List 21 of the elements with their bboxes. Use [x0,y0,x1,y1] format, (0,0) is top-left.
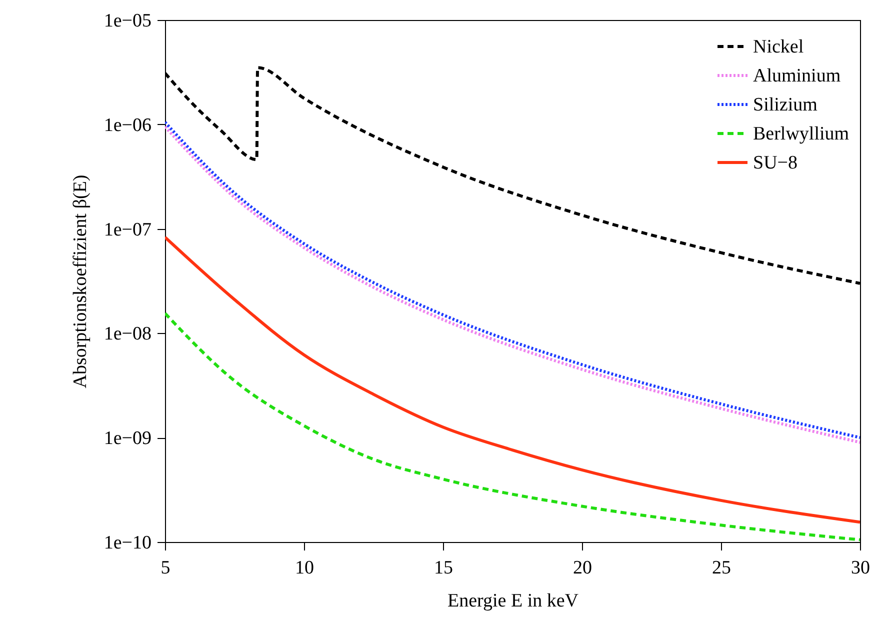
y-tick-label: 1e−07 [104,219,152,240]
legend-label: Aluminium [753,66,841,86]
x-axis-title: Energie E in keV [447,590,579,612]
legend-label: Silizium [753,94,818,116]
y-axis-title: Absorptionskoeffizient β(E) [70,174,91,388]
line-series [165,236,860,524]
x-tick-label: 20 [573,558,592,578]
x-tick-label: 5 [160,558,170,578]
legend-label: SU−8 [753,152,798,174]
legend-label: Berlwyllium [753,124,850,144]
x-tick-label: 15 [434,558,453,578]
x-tick-label: 25 [712,558,731,578]
y-tick-label: 1e−06 [104,114,152,136]
legend-label: Nickel [753,36,804,58]
y-tick-label: 1e−09 [104,428,152,450]
x-tick-label: 10 [295,558,314,578]
x-tick-label: 30 [851,558,870,578]
y-tick-label: 1e−08 [104,324,152,345]
y-tick-label: 1e−10 [104,532,152,554]
y-tick-label: 1e−05 [104,10,152,32]
line-series [165,312,860,542]
